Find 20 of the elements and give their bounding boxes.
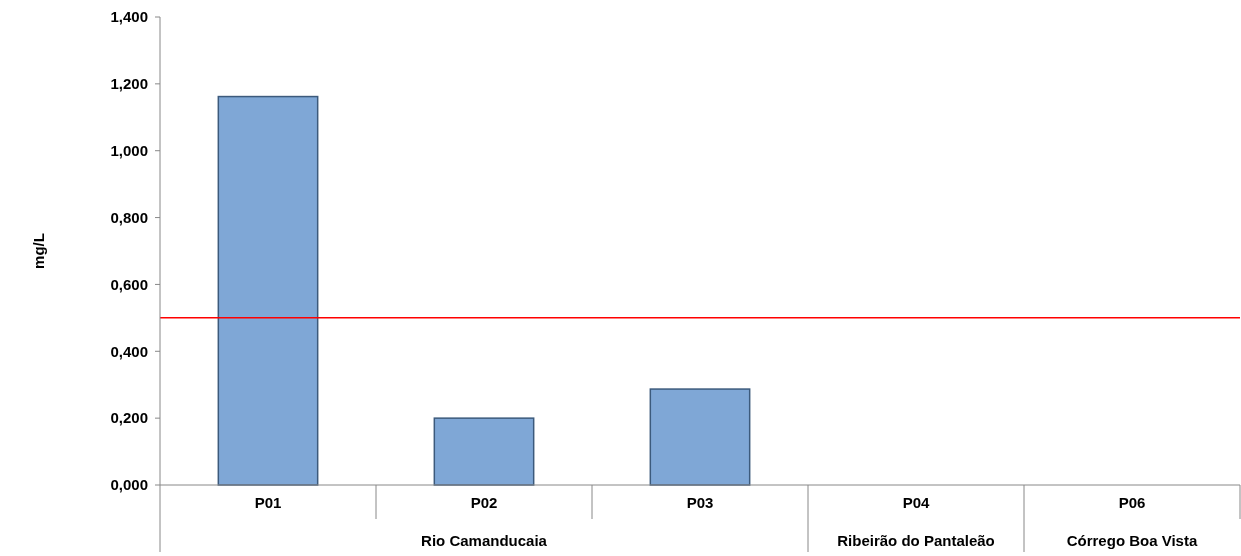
x-tick-label: P06 [1118,494,1146,511]
bar [649,388,751,486]
text: Rio Camanducaia [421,532,548,549]
y-axis-title: mg/L [30,233,47,269]
y-tick-label: 0,600 [110,275,148,293]
y-tick-label: 1,200 [110,75,148,93]
x-tick-label: P02 [470,494,498,511]
x-tick-label: P03 [686,494,714,511]
text: Ribeirão do Pantaleão [837,532,995,549]
x-tick-label: P04 [902,494,930,511]
y-tick-label: 0,000 [110,476,148,494]
bar [433,417,535,486]
x-tick-label: P01 [254,494,282,511]
bar [217,95,319,486]
y-tick-label: 0,800 [110,208,148,226]
y-tick-label: 0,200 [110,409,148,427]
text: Córrego Boa Vista [1066,532,1198,549]
y-tick-label: 0,400 [110,342,148,360]
y-tick-label: 1,000 [110,141,148,159]
y-tick-label: 1,400 [110,8,148,26]
